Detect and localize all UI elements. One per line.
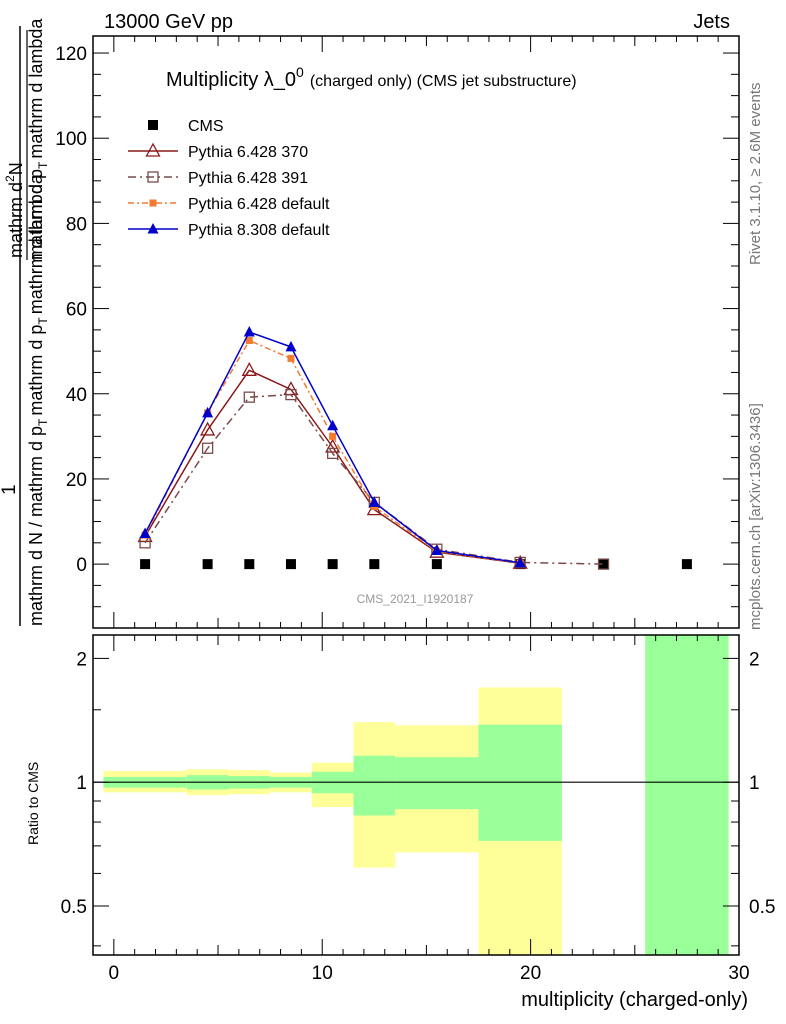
legend-marker-3 [149,199,157,207]
data-point-0-8 [598,559,609,570]
ylabel-rhs-den-part2: mathrm d lambda [26,18,46,159]
band-green-8 [645,635,729,955]
y-tick-label-100: 100 [55,129,87,150]
ylabel-den-part2: mathrm d p [26,325,46,416]
ratio-y-tick-label: 2 [76,649,87,670]
ratio-y-tick-label-right: 0.5 [749,897,775,918]
legend-label-2: Pythia 6.428 391 [188,170,308,187]
band-green-6 [395,757,479,810]
legend-label-4: Pythia 8.308 default [188,222,330,239]
data-point-3-3 [287,354,295,362]
main-panel-content [137,326,692,570]
header-right: Jets [693,11,730,33]
legend-label-1: Pythia 6.428 370 [188,144,308,161]
ratio-panel: 0.5 0.51 12 20 10 20 30 Ratio to CMS multiplic… [25,634,775,1011]
ratio-y-tick-label: 0.5 [61,897,87,918]
data-point-0-4 [327,559,338,570]
y-tick-label-120: 120 [55,44,87,65]
legend-label-3: Pythia 6.428 default [188,196,330,213]
ratio-panel-content [93,635,739,955]
legend-marker-2 [147,171,159,183]
data-point-0-5 [369,559,380,570]
data-point-4-1 [202,406,214,418]
chart-title-main: Multiplicity λ_0 [166,69,296,91]
data-point-1-2 [241,361,257,376]
ratio-y-label: Ratio to CMS [25,762,41,845]
ylabel-rhs-d: mathrm d [6,182,26,258]
data-point-4-4 [327,419,339,431]
data-point-4-2 [243,326,255,337]
data-point-3-2 [245,337,253,345]
data-point-2-4 [326,447,339,460]
data-point-0-0 [140,559,151,570]
data-point-4-6 [431,544,443,555]
ylabel-rhs-N: N [6,162,26,175]
legend-label-0: CMS [188,118,224,135]
ratio-y-tick-label-right: 2 [749,649,760,670]
data-point-2-1 [201,442,214,454]
watermark: CMS_2021_I1920187 [357,592,474,606]
header-left: 13000 GeV pp [104,11,233,33]
series-line-4 [144,331,521,564]
data-point-1-4 [325,438,341,453]
main-panel-frame [92,35,740,629]
data-point-2-8 [597,558,610,570]
chart-title-tail: (charged only) (CMS jet substructure) [310,73,577,90]
data-point-0-6 [431,559,442,570]
series-line-3 [144,339,521,565]
side-label-bottom: mcplots.cern.ch [arXiv:1306.3436] [747,403,764,630]
data-point-2-2 [243,391,255,403]
ylabel-rhs-sup: 2 [3,175,17,182]
side-label-top: Rivet 3.1.10, ≥ 2.6M events [747,83,764,266]
series-4 [139,326,526,568]
x-axis-label: multiplicity (charged-only) [521,989,748,1011]
ylabel-rhs-den-sub: T [36,161,50,169]
ylabel-den-part3: mathrm d lambda [26,173,46,314]
legend-marker-0 [148,120,158,130]
main-panel-axes: 0 20 40 60 80 100 120 [55,36,740,628]
chart-title-sup: 0 [296,64,304,80]
data-point-4-5 [368,496,380,507]
data-point-1-1 [200,421,216,436]
data-point-0-9 [681,559,692,570]
data-point-4-7 [514,556,526,568]
y-tick-label-60: 60 [66,300,87,321]
ylabel-den-sub2: T [36,317,50,325]
ylabel-rhs-den-part1: mathrm d p [26,169,46,260]
y-tick-label-40: 40 [66,385,87,406]
legend: CMS Pythia 6.428 370 Pythia 6.428 391 Pythi… [128,118,330,239]
ratio-panel-frame [92,634,740,956]
data-point-0-2 [244,559,255,570]
data-point-2-3 [285,388,297,401]
chart-title: Multiplicity λ_00 (charged only) (CMS jet… [166,64,577,91]
x-tick-label: 10 [312,963,333,984]
x-tick-label: 0 [109,963,120,984]
y-tick-label-20: 20 [66,470,87,491]
y-tick-label-80: 80 [66,214,87,235]
y-axis-label: 1 mathrm d N / mathrm d pTmathrm d pTmat… [0,18,50,626]
ratio-panel-axes: 0.5 0.51 12 20 10 20 30 [61,635,775,984]
x-tick-label: 30 [728,963,749,984]
ylabel-den-part1: mathrm d N / mathrm d p [26,426,46,626]
ratio-y-tick-label: 1 [76,773,87,794]
data-point-0-3 [285,559,296,570]
y-tick-label-0: 0 [76,555,87,576]
y-axis-label-denominator: mathrm d N / mathrm d pTmathrm d pTmathr… [26,173,50,626]
ylabel-den-sub1: T [36,418,50,426]
data-point-4-0 [139,527,151,538]
data-point-4-3 [285,340,297,352]
data-point-3-4 [329,432,337,440]
x-tick-label: 20 [520,963,541,984]
series-line-1 [144,369,521,565]
data-point-0-1 [202,559,213,570]
legend-marker-4 [147,223,159,234]
y-axis-label-one: 1 [0,484,20,495]
legend-marker-1 [145,142,161,157]
y-axis-label-rhs-den: mathrm d pTmathrm d lambda [26,18,50,260]
band-green-5 [353,755,396,816]
ratio-y-tick-label-right: 1 [749,773,760,794]
y-axis-label-rhs-num: mathrm d2N [3,162,26,258]
